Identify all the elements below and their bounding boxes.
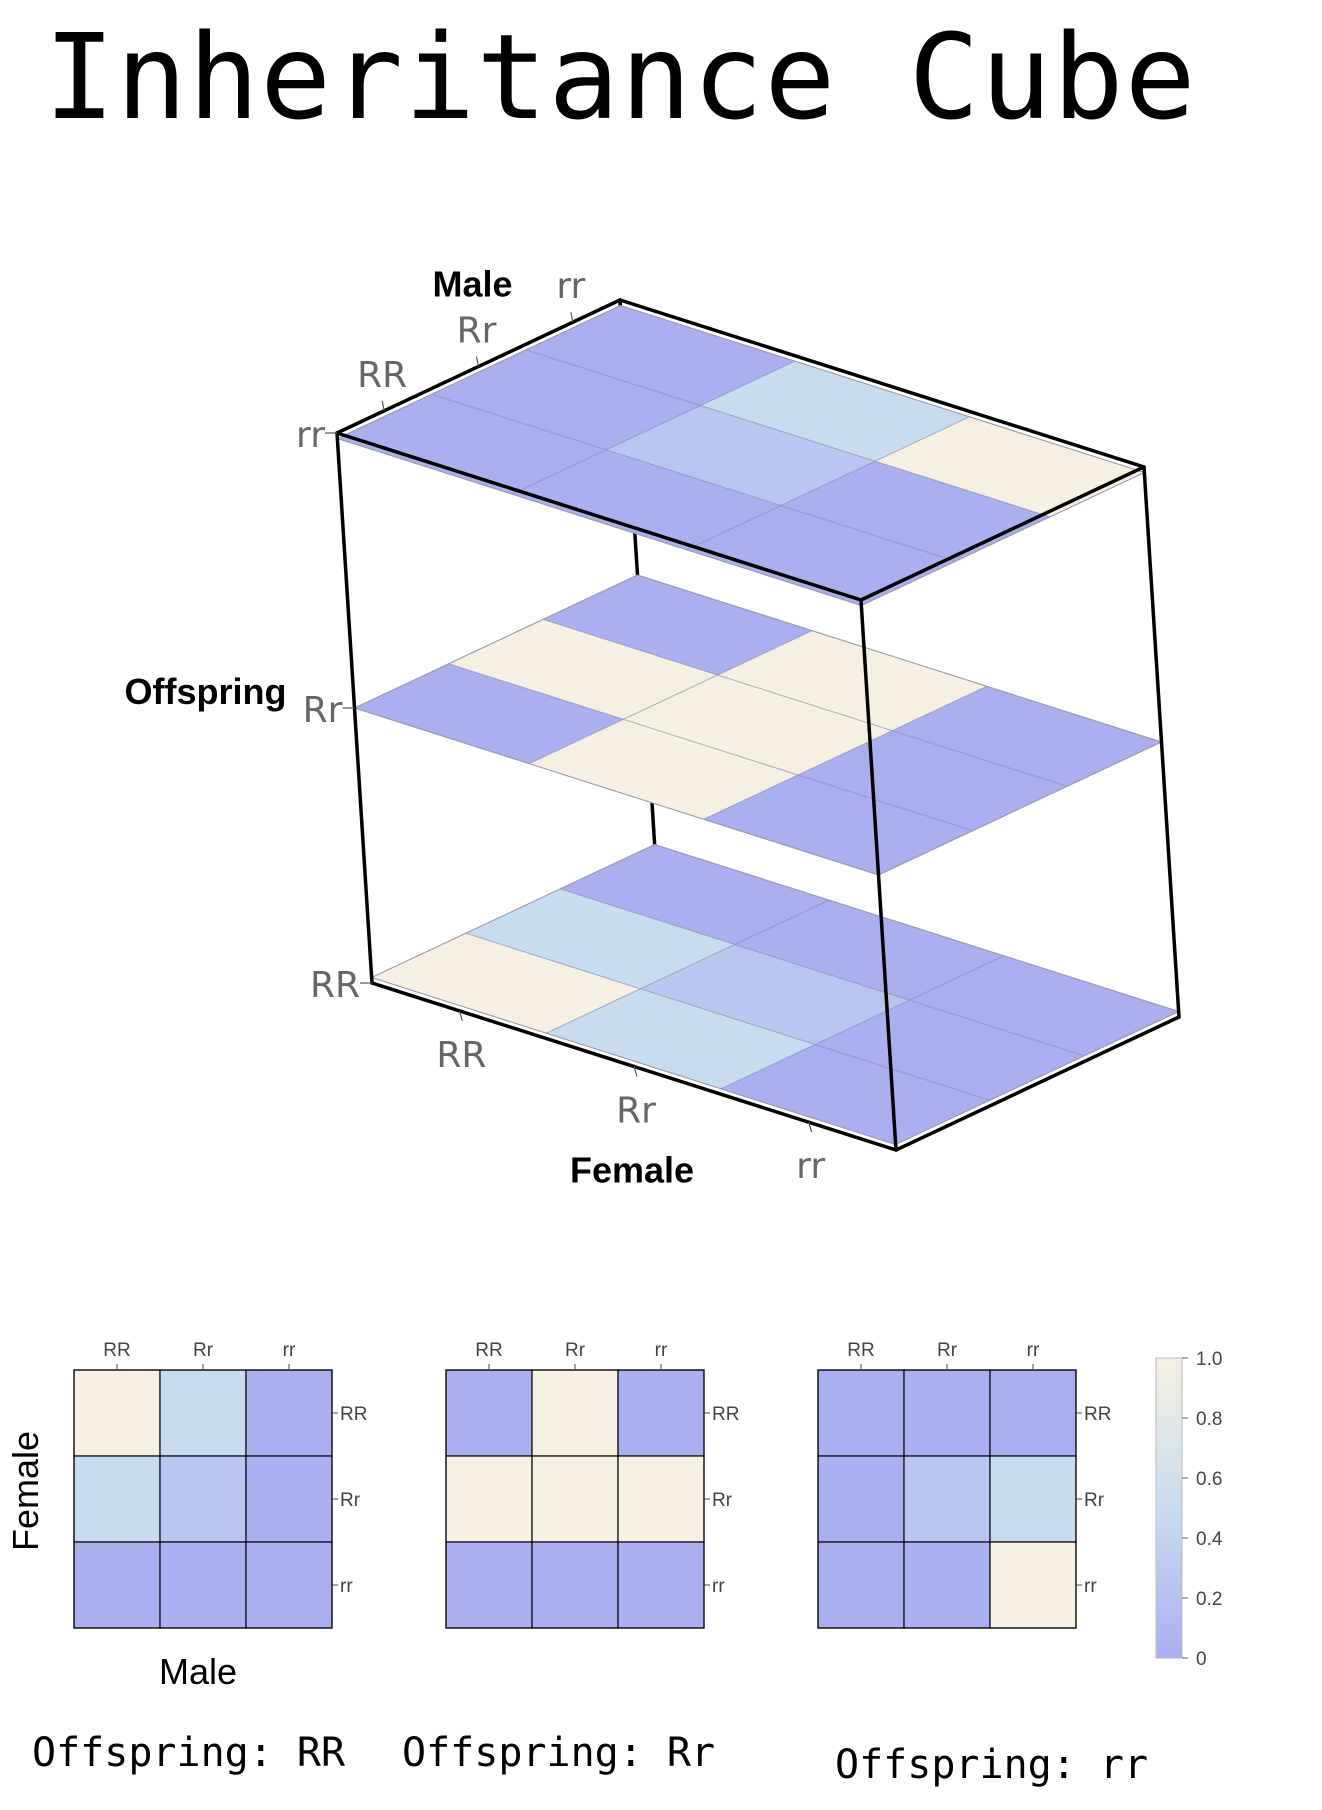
y-axis-label: Female bbox=[5, 1431, 46, 1551]
page-title: Inheritance Cube bbox=[44, 8, 1197, 146]
tick-label-female: Rr bbox=[616, 1091, 656, 1132]
tick-female bbox=[458, 1010, 463, 1022]
heatmap-cell bbox=[903, 1455, 991, 1543]
cube-layer-rr bbox=[336, 304, 1146, 607]
caption-offspring-het: Offspring: Rr bbox=[402, 1730, 716, 1776]
tick-label-male: rr bbox=[556, 266, 585, 307]
tick-label-offspring: Rr bbox=[303, 690, 343, 731]
y-tick-label: rr bbox=[712, 1576, 725, 1597]
y-tick-label: rr bbox=[340, 1576, 353, 1597]
colorbar-tick-label: 0 bbox=[1196, 1649, 1207, 1670]
heatmap-cell bbox=[531, 1455, 619, 1543]
tick-label-offspring: rr bbox=[296, 415, 325, 456]
x-tick-label: RR bbox=[847, 1340, 874, 1361]
cube-layer-rr bbox=[353, 574, 1163, 876]
heatmap-cell bbox=[159, 1455, 247, 1543]
heatmap-cell bbox=[531, 1541, 619, 1629]
tick-male bbox=[381, 400, 385, 411]
heatmap-cell bbox=[617, 1541, 705, 1629]
tick-male bbox=[475, 356, 480, 367]
tick-label-offspring: RR bbox=[310, 965, 360, 1006]
cube-edge-front-3 bbox=[859, 598, 898, 1152]
tick-label-male: RR bbox=[357, 355, 407, 396]
cube-edge-back-2 bbox=[618, 298, 1146, 469]
heatmap-cell bbox=[445, 1455, 533, 1543]
y-tick-label: Rr bbox=[1084, 1490, 1105, 1511]
heatmap-cell bbox=[245, 1541, 333, 1629]
caption-offspring-rr: Offspring: RR bbox=[32, 1730, 346, 1776]
x-tick-label: RR bbox=[103, 1340, 130, 1361]
cube-edge-front-6 bbox=[859, 465, 1146, 602]
heatmap-cell bbox=[445, 1369, 533, 1457]
heatmap-cell bbox=[817, 1541, 905, 1629]
tick-female bbox=[633, 1066, 638, 1077]
heatmap-cell bbox=[159, 1541, 247, 1629]
heatmap-cell bbox=[445, 1541, 533, 1629]
colorbar-tick-label: 0.4 bbox=[1196, 1529, 1223, 1550]
cube-layer-rr bbox=[370, 843, 1181, 1146]
y-tick-label: Rr bbox=[340, 1490, 361, 1511]
x-tick-label: Rr bbox=[193, 1340, 214, 1361]
tick-label-female: RR bbox=[436, 1035, 486, 1076]
y-tick-label: RR bbox=[1084, 1404, 1111, 1425]
y-tick-label: RR bbox=[340, 1404, 367, 1425]
tick-female bbox=[808, 1121, 813, 1133]
tick-label-male: Rr bbox=[457, 311, 497, 352]
x-tick-label: rr bbox=[283, 1340, 296, 1361]
cube-edge-front-1 bbox=[894, 1015, 1181, 1152]
heatmap-cell bbox=[989, 1455, 1077, 1543]
heatmap-cell bbox=[989, 1541, 1077, 1629]
heatmap-cell bbox=[73, 1541, 161, 1629]
axis-label-female: Female bbox=[570, 1150, 694, 1191]
axis-label-offspring: Offspring bbox=[125, 671, 287, 712]
y-tick-label: RR bbox=[712, 1404, 739, 1425]
cube-edge-front-4 bbox=[1142, 465, 1181, 1019]
x-tick-label: rr bbox=[655, 1340, 668, 1361]
x-axis-label: Male bbox=[159, 1651, 237, 1692]
tick-male bbox=[570, 312, 574, 323]
colorbar-tick-label: 1.0 bbox=[1196, 1349, 1222, 1370]
inheritance-cube-3d: RR Rr rr RR Rr rr RR Rr rr Female Male Offspring bbox=[125, 264, 1181, 1191]
x-tick-label: RR bbox=[475, 1340, 502, 1361]
cube-edge-front-5 bbox=[335, 431, 863, 602]
x-tick-label: rr bbox=[1027, 1340, 1040, 1361]
colorbar-tick-label: 0.8 bbox=[1196, 1409, 1222, 1430]
heatmap-cell bbox=[245, 1369, 333, 1457]
caption-offspring-recessive: Offspring: rr bbox=[835, 1742, 1149, 1788]
heatmap-cell bbox=[903, 1541, 991, 1629]
tick-label-female: rr bbox=[796, 1146, 825, 1187]
x-tick-label: Rr bbox=[937, 1340, 958, 1361]
heatmap-cell bbox=[817, 1369, 905, 1457]
colorbar-bar bbox=[1155, 1357, 1183, 1659]
x-tick-label: Rr bbox=[565, 1340, 586, 1361]
y-tick-label: rr bbox=[1084, 1576, 1097, 1597]
colorbar-tick-label: 0.2 bbox=[1196, 1589, 1222, 1610]
colorbar-tick-label: 0.6 bbox=[1196, 1469, 1222, 1490]
axis-label-male: Male bbox=[432, 264, 512, 305]
y-tick-label: Rr bbox=[712, 1490, 733, 1511]
